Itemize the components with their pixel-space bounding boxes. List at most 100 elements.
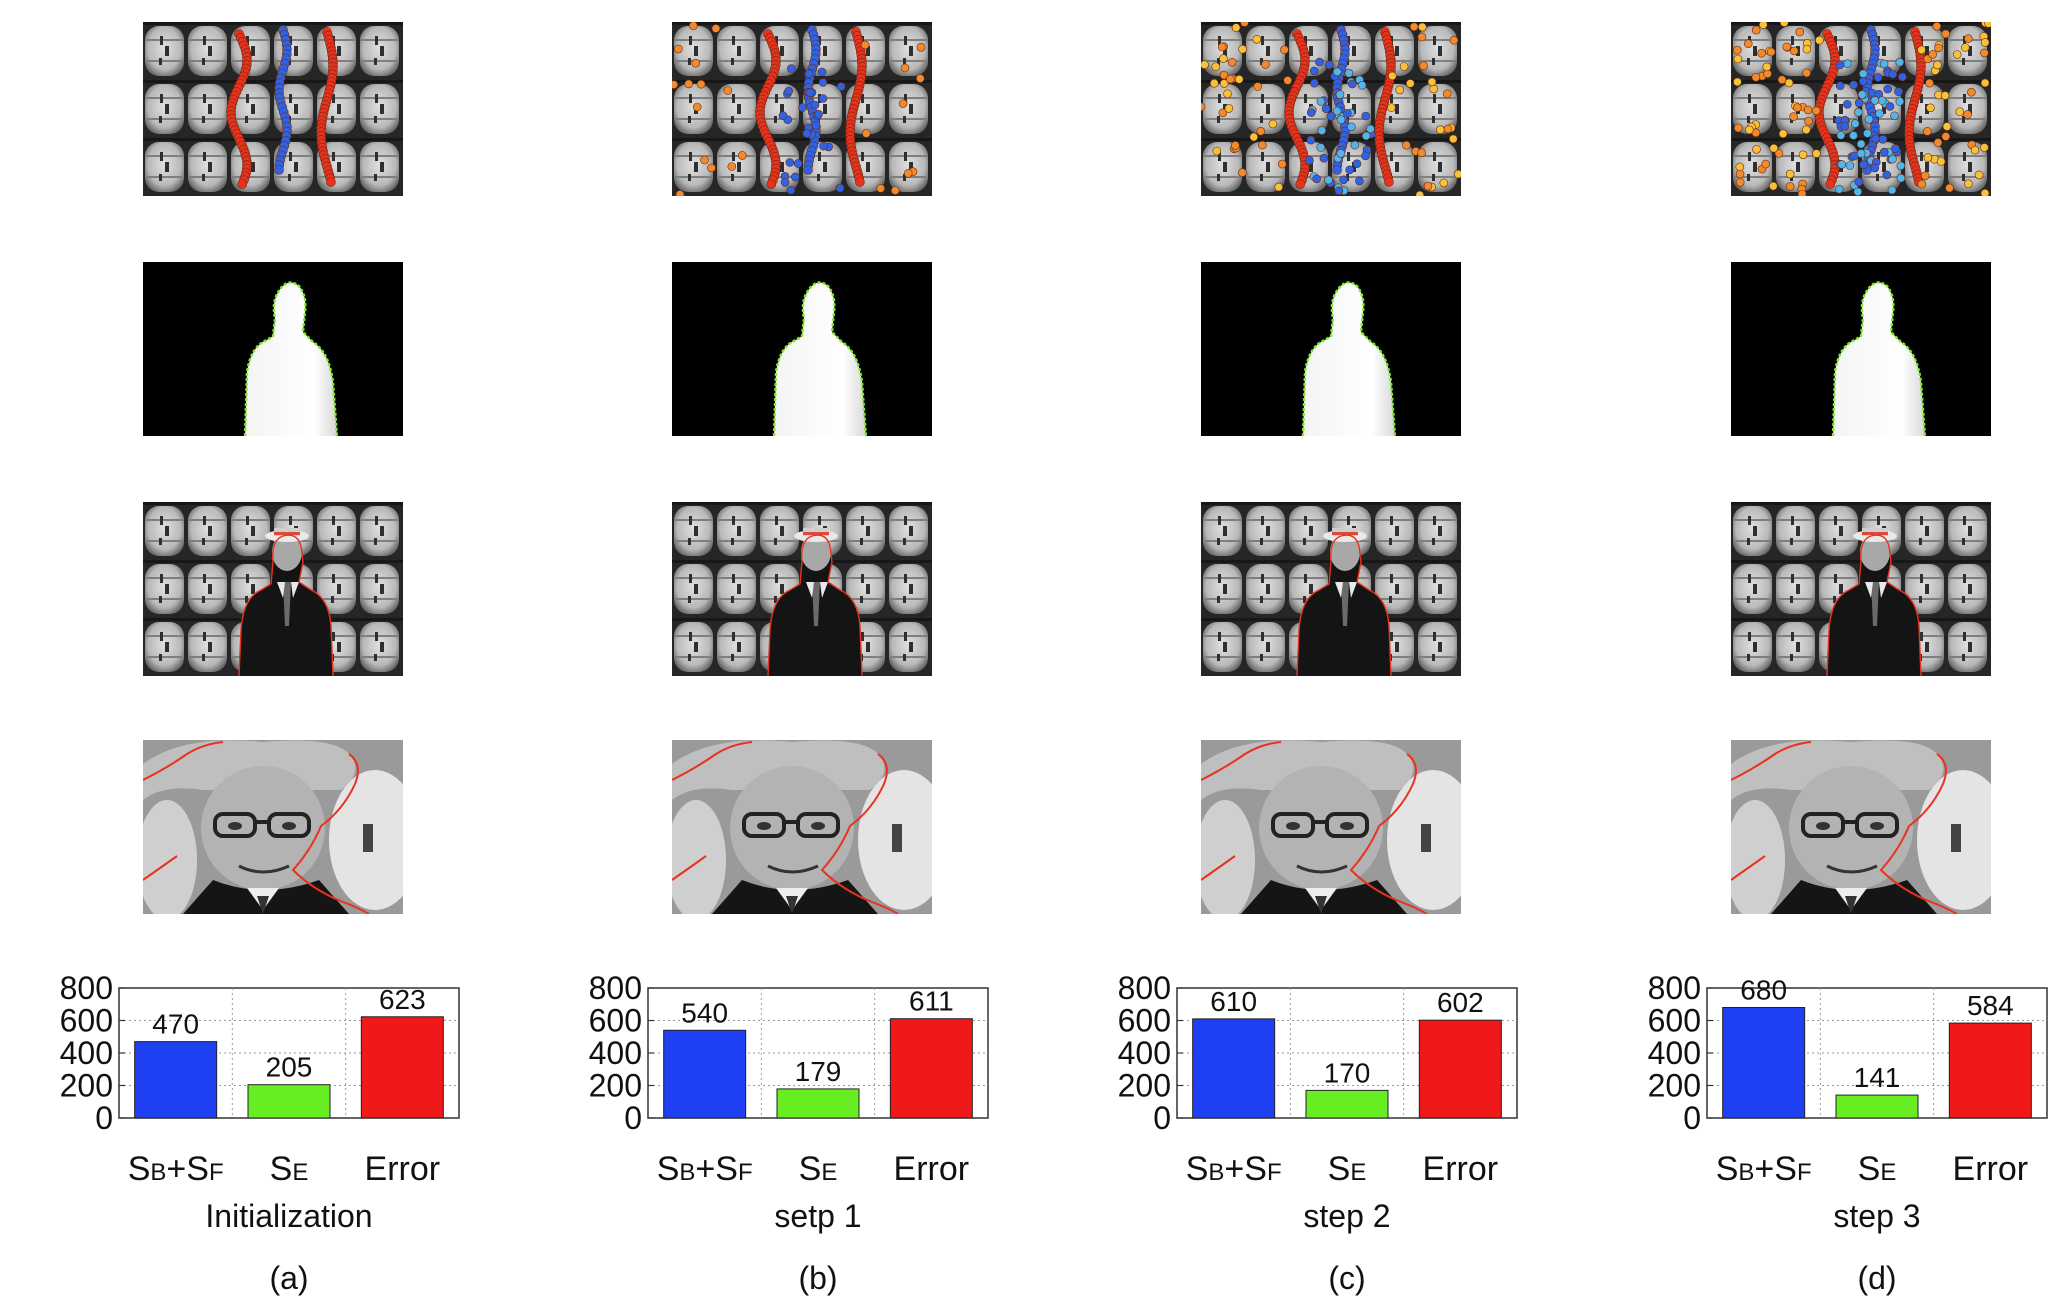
background-seed-point — [1785, 169, 1795, 179]
background-seed-point — [1941, 132, 1951, 141]
background-seed-point — [1751, 25, 1761, 35]
background-seed-point — [1733, 54, 1743, 64]
background-seed-point — [1928, 50, 1937, 59]
face-closeup-image-a — [143, 740, 403, 914]
foreground-seed-point — [1310, 66, 1319, 76]
background-seed-point — [1932, 22, 1942, 31]
y-tick-label: 800 — [589, 970, 642, 1006]
background-seed-point — [1257, 140, 1267, 150]
foreground-seed-point — [1850, 119, 1860, 128]
background-seed-point — [1449, 134, 1458, 144]
foreground-seed-point — [802, 129, 812, 138]
foreground-seed-point — [1307, 108, 1316, 117]
background-seed-point — [1224, 104, 1234, 113]
bar-se — [1835, 1094, 1919, 1119]
background-seed-point — [1825, 179, 1836, 189]
foreground-seed-point — [1334, 186, 1344, 196]
background-seed-point — [707, 163, 716, 173]
data-label: 470 — [152, 1009, 199, 1040]
foreground-seed-point — [1875, 109, 1884, 118]
data-label: 680 — [1740, 975, 1787, 1006]
foreground-seed-point — [798, 103, 807, 112]
alpha-matte-image-a — [143, 262, 403, 436]
foreground-seed-point — [1856, 149, 1866, 158]
background-seed-point — [1980, 188, 1990, 196]
background-seed-point — [1967, 87, 1976, 97]
foreground-seed-point — [1879, 147, 1889, 157]
category-label: Error — [894, 1150, 970, 1189]
y-tick-label: 0 — [624, 1100, 642, 1136]
category-label: SE — [799, 1150, 838, 1189]
foreground-seed-point — [1853, 187, 1863, 196]
category-label: SB+SF — [1716, 1150, 1812, 1189]
background-seed-point — [1249, 132, 1259, 142]
foreground-seed-point — [804, 69, 814, 79]
background-seed-point — [890, 186, 900, 195]
foreground-seed-point — [803, 165, 813, 175]
category-label-part: F — [1266, 1159, 1282, 1186]
foreground-seed-point — [1849, 80, 1858, 90]
background-seed-point — [1917, 179, 1927, 189]
category-label-part: +S — [695, 1150, 738, 1188]
foreground-seed-point — [784, 86, 793, 96]
data-label: 141 — [1854, 1062, 1901, 1093]
chart-title: step 3 — [1833, 1198, 1921, 1234]
foreground-seed-point — [1864, 115, 1874, 124]
y-tick-label: 400 — [1648, 1035, 1701, 1071]
background-seed-point — [1803, 105, 1813, 115]
foreground-seed-point — [1326, 111, 1336, 121]
foreground-seed-point — [791, 172, 800, 182]
category-label-part: B — [679, 1159, 696, 1186]
category-label-part: +S — [1224, 1150, 1267, 1188]
background-seed-point — [1231, 23, 1241, 32]
y-tick-label: 800 — [60, 970, 113, 1006]
background-seed-point — [689, 22, 698, 30]
category-label-part: B — [150, 1159, 167, 1186]
category-label-part: E — [821, 1159, 838, 1186]
foreground-seed-point — [1870, 163, 1880, 173]
background-seed-point — [1762, 62, 1772, 72]
foreground-seed-point — [1315, 57, 1324, 67]
background-seed-point — [1812, 149, 1821, 158]
foreground-seed-point — [1859, 69, 1868, 79]
foreground-seed-point — [1355, 176, 1364, 186]
foreground-seed-point — [1883, 84, 1892, 94]
category-label-part: F — [737, 1159, 753, 1186]
foreground-seed-point — [1856, 139, 1866, 149]
foreground-seed-point — [836, 82, 846, 91]
y-tick-label: 0 — [95, 1100, 113, 1136]
background-seed-point — [1815, 35, 1824, 45]
foreground-seed-point — [817, 67, 827, 77]
background-seed-point — [862, 129, 871, 138]
y-tick-label: 400 — [60, 1035, 113, 1071]
background-seed-point — [1952, 50, 1962, 59]
bar-error — [1418, 1019, 1502, 1119]
category-label: SB+SF — [657, 1150, 753, 1189]
background-seed-point — [1252, 34, 1262, 44]
background-seed-point — [692, 102, 702, 112]
background-seed-point — [1423, 181, 1433, 191]
background-seed-point — [1744, 125, 1754, 135]
background-seed-point — [1733, 45, 1742, 55]
foreground-seed-point — [1348, 79, 1357, 89]
foreground-seed-point — [1890, 111, 1899, 121]
background-seed-point — [1261, 60, 1270, 69]
foreground-seed-point — [1873, 73, 1883, 82]
foreground-seed-point — [1857, 90, 1867, 99]
y-tick-label: 200 — [60, 1068, 113, 1104]
bar-se — [1305, 1089, 1389, 1119]
background-seed-point — [1743, 39, 1753, 49]
background-seed-point — [1955, 107, 1965, 116]
data-label: 205 — [266, 1052, 313, 1083]
background-seed-point — [1802, 44, 1812, 54]
y-tick-label: 600 — [1648, 1003, 1701, 1039]
foreground-seed-point — [786, 185, 796, 195]
background-seed-point — [1227, 57, 1237, 67]
foreground-seed-point — [785, 158, 795, 167]
foreground-seed-point — [1317, 126, 1327, 135]
foreground-seed-point — [1896, 161, 1906, 171]
foreground-seed-point — [810, 100, 820, 110]
